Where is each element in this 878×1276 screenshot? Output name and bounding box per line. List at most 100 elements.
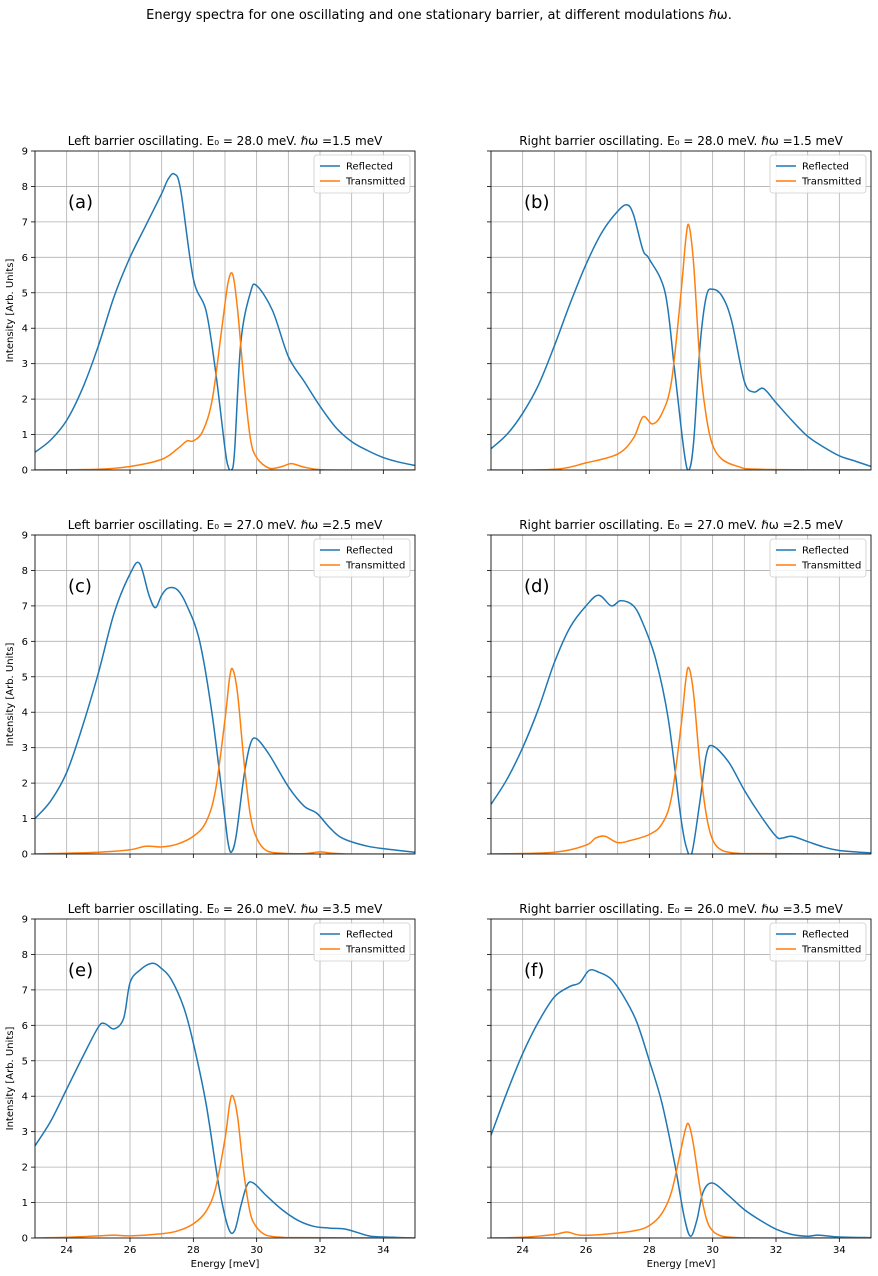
y-tick-label: 8	[22, 950, 28, 961]
y-tick-label: 6	[22, 1021, 28, 1032]
grid-lines	[490, 918, 872, 1239]
y-tick-label: 9	[22, 915, 28, 926]
legend-entry: Reflected	[802, 546, 849, 557]
subplot-d: Right barrier oscillating. E₀ = 27.0 meV…	[487, 518, 872, 858]
x-axis-label: Energy [meV]	[191, 1259, 260, 1270]
y-tick-label: 9	[22, 531, 28, 542]
y-tick-label: 7	[22, 217, 28, 228]
legend: Reflected Transmitted	[313, 922, 411, 962]
x-tick-label: 30	[706, 1245, 719, 1256]
y-tick-label: 0	[22, 850, 28, 861]
y-tick-label: 4	[22, 1092, 28, 1103]
legend-entry: Reflected	[802, 930, 849, 941]
y-tick-label: 5	[22, 1056, 28, 1067]
series-line-transmitted	[491, 666, 871, 854]
x-tick-label: 26	[580, 1245, 593, 1256]
legend: Reflected Transmitted	[769, 154, 867, 194]
panel-label: (d)	[524, 576, 549, 597]
axes-frame	[34, 534, 416, 855]
x-tick-label: 28	[643, 1245, 656, 1256]
subplot-title: Left barrier oscillating. E₀ = 27.0 meV.…	[68, 518, 383, 532]
series-line-transmitted	[491, 223, 871, 470]
y-tick-label: 8	[22, 182, 28, 193]
y-tick-label: 5	[22, 672, 28, 683]
x-tick-label: 32	[770, 1245, 783, 1256]
subplot-title: Left barrier oscillating. E₀ = 26.0 meV.…	[68, 902, 383, 916]
legend-entry: Reflected	[346, 162, 393, 173]
x-tick-label: 34	[833, 1245, 846, 1256]
legend-entry: Transmitted	[801, 177, 861, 188]
y-tick-label: 7	[22, 985, 28, 996]
series-line-transmitted	[491, 1122, 871, 1238]
x-tick-label: 24	[516, 1245, 529, 1256]
subplot-title: Right barrier oscillating. E₀ = 28.0 meV…	[519, 134, 843, 148]
panels-container: Left barrier oscillating. E₀ = 28.0 meV.…	[5, 134, 872, 1270]
legend-entry: Reflected	[802, 162, 849, 173]
legend-entry: Transmitted	[801, 945, 861, 956]
subplot-title: Left barrier oscillating. E₀ = 28.0 meV.…	[68, 134, 383, 148]
y-tick-label: 4	[22, 708, 28, 719]
legend-box	[313, 538, 411, 578]
legend: Reflected Transmitted	[313, 538, 411, 578]
series-line-reflected	[491, 204, 871, 470]
y-tick-label: 1	[22, 430, 28, 441]
y-tick-label: 6	[22, 637, 28, 648]
axes-frame	[34, 150, 416, 471]
y-tick-label: 2	[22, 779, 28, 790]
subplot-c: Left barrier oscillating. E₀ = 27.0 meV.…	[5, 518, 416, 861]
panel-label: (e)	[68, 960, 93, 981]
x-tick-label: 26	[124, 1245, 137, 1256]
x-tick-label: 34	[377, 1245, 390, 1256]
y-tick-label: 4	[22, 324, 28, 335]
y-tick-label: 0	[22, 466, 28, 477]
axes-frame	[34, 918, 416, 1239]
y-tick-label: 5	[22, 288, 28, 299]
subplot-title: Right barrier oscillating. E₀ = 27.0 meV…	[519, 518, 843, 532]
axes-frame	[490, 918, 872, 1239]
series-line-transmitted	[35, 272, 415, 470]
series-line-reflected	[491, 968, 871, 1238]
y-tick-label: 8	[22, 566, 28, 577]
axes-frame	[490, 150, 872, 471]
legend: Reflected Transmitted	[769, 922, 867, 962]
legend-entry: Transmitted	[345, 177, 405, 188]
x-tick-label: 30	[250, 1245, 263, 1256]
series-line-reflected	[491, 594, 871, 854]
y-axis-label: Intensity [Arb. Units]	[5, 1027, 16, 1131]
figure-suptitle: Energy spectra for one oscillating and o…	[146, 8, 732, 23]
legend-box	[769, 154, 867, 194]
x-tick-label: 32	[314, 1245, 327, 1256]
y-tick-label: 2	[22, 1163, 28, 1174]
y-tick-label: 1	[22, 814, 28, 825]
y-axis-label: Intensity [Arb. Units]	[5, 259, 16, 363]
x-tick-label: 28	[187, 1245, 200, 1256]
y-tick-label: 7	[22, 601, 28, 612]
series-line-reflected	[35, 962, 415, 1238]
subplot-a: Left barrier oscillating. E₀ = 28.0 meV.…	[5, 134, 416, 477]
subplot-title: Right barrier oscillating. E₀ = 26.0 meV…	[519, 902, 843, 916]
series-line-reflected	[35, 172, 415, 470]
legend-entry: Transmitted	[345, 945, 405, 956]
y-tick-label: 6	[22, 253, 28, 264]
series-line-transmitted	[35, 667, 415, 854]
y-tick-label: 3	[22, 359, 28, 370]
y-tick-label: 2	[22, 395, 28, 406]
y-tick-label: 0	[22, 1234, 28, 1245]
panel-label: (c)	[68, 576, 92, 597]
subplot-e: Left barrier oscillating. E₀ = 26.0 meV.…	[5, 902, 416, 1270]
legend-box	[313, 922, 411, 962]
subplot-f: Right barrier oscillating. E₀ = 26.0 meV…	[487, 902, 872, 1270]
legend-entry: Transmitted	[801, 561, 861, 572]
y-tick-label: 3	[22, 743, 28, 754]
legend-entry: Reflected	[346, 546, 393, 557]
y-axis-label: Intensity [Arb. Units]	[5, 643, 16, 747]
legend-box	[769, 922, 867, 962]
y-tick-label: 9	[22, 147, 28, 158]
subplot-b: Right barrier oscillating. E₀ = 28.0 meV…	[487, 134, 872, 474]
panel-label: (f)	[524, 960, 544, 981]
legend: Reflected Transmitted	[313, 154, 411, 194]
series-line-transmitted	[35, 1094, 415, 1238]
panel-label: (a)	[68, 192, 93, 213]
x-axis-label: Energy [meV]	[647, 1259, 716, 1270]
